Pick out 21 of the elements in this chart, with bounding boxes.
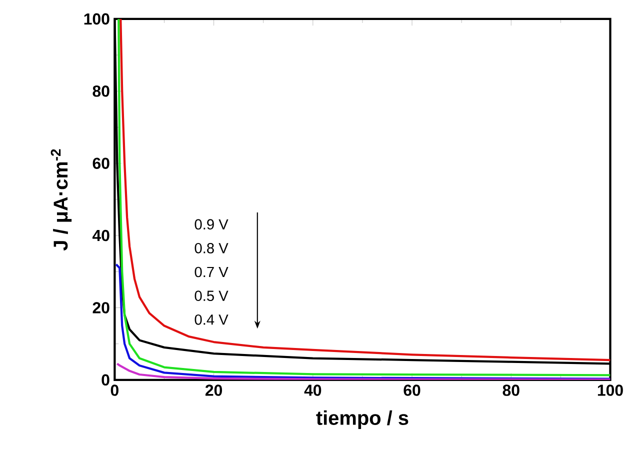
x-tick-label: 40 [304,384,322,396]
x-tick-label: 20 [205,384,222,396]
annotation: 0.9 V [194,219,228,230]
x-tick-label: 80 [502,384,520,396]
annotation: 0.5 V [194,290,228,302]
y-tick-label: 80 [92,86,110,97]
x-axis-title: tiempo / s [316,410,408,430]
line-series [115,263,610,380]
y-tick-label: 20 [92,302,110,314]
y-tick-label: 100 [84,13,110,25]
y-tick-label: 0 [102,374,110,386]
annotation: 0.7 V [194,266,228,278]
x-tick-label: 100 [598,384,623,396]
annotation: 0.4 V [194,314,228,325]
y-tick-label: 60 [92,158,110,170]
x-tick-label: 60 [404,384,420,396]
y-tick-label: 40 [92,230,110,242]
y-axis-title: J / μA·cm$^{-2}$ [50,149,72,251]
annotation: 0.8 V [194,243,228,254]
line-series [116,362,610,380]
x-tick-label: 0 [110,384,118,396]
